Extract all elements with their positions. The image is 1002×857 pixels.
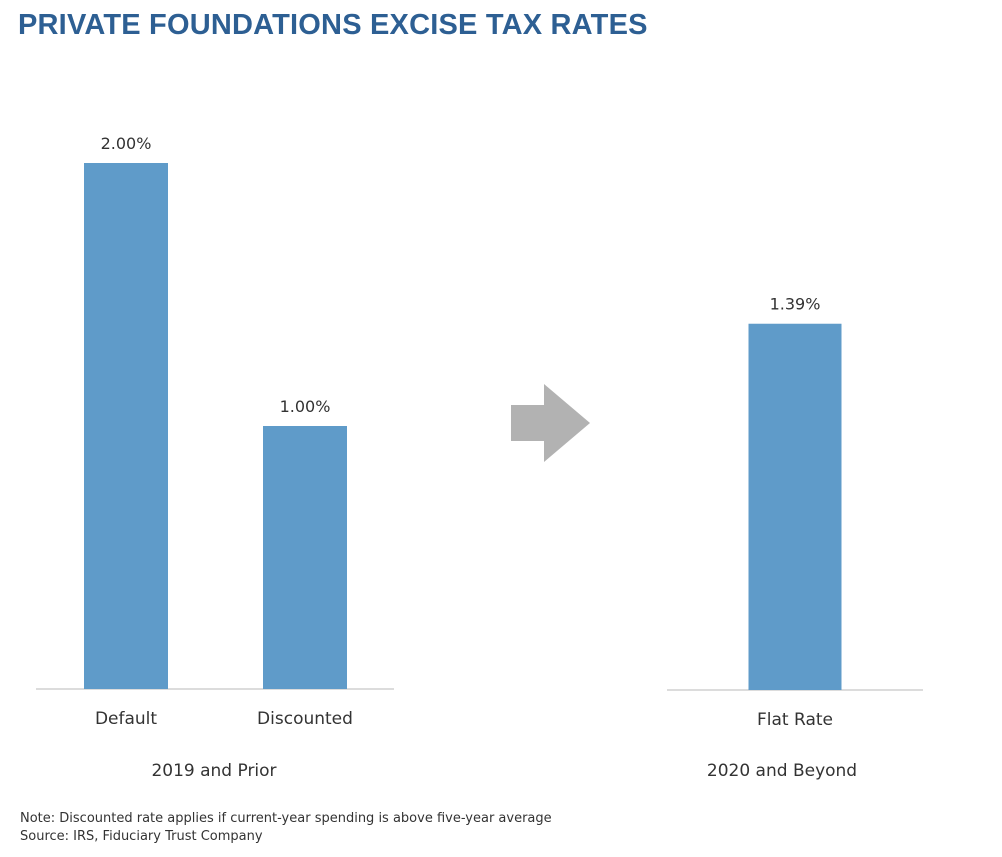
category-label: Flat Rate xyxy=(757,710,833,730)
bars-group: 1.39% Flat Rate xyxy=(748,295,842,730)
data-label: 2.00% xyxy=(101,134,152,153)
note-text: Note: Discounted rate applies if current… xyxy=(20,811,552,826)
source-text: Source: IRS, Fiduciary Trust Company xyxy=(20,829,263,844)
bar-default xyxy=(84,163,168,689)
bar-flat-rate xyxy=(748,323,842,690)
chart-title: PRIVATE FOUNDATIONS EXCISE TAX RATES xyxy=(18,9,648,41)
group-label: 2020 and Beyond xyxy=(707,761,857,781)
footnotes: Note: Discounted rate applies if current… xyxy=(20,810,552,846)
data-label: 1.39% xyxy=(770,295,821,314)
bar-discounted xyxy=(263,426,347,689)
data-label: 1.00% xyxy=(280,397,331,416)
panel-2019-and-prior: 2.00% Default 1.00% Discounted 2019 and Pri… xyxy=(36,134,394,781)
category-label: Default xyxy=(95,709,157,729)
bars-group: 2.00% Default 1.00% Discounted xyxy=(84,134,353,729)
category-label: Discounted xyxy=(257,709,353,729)
arrow-right-icon xyxy=(511,384,590,462)
panel-2020-and-beyond: 1.39% Flat Rate 2020 and Beyond xyxy=(667,295,923,781)
group-label: 2019 and Prior xyxy=(151,761,276,781)
